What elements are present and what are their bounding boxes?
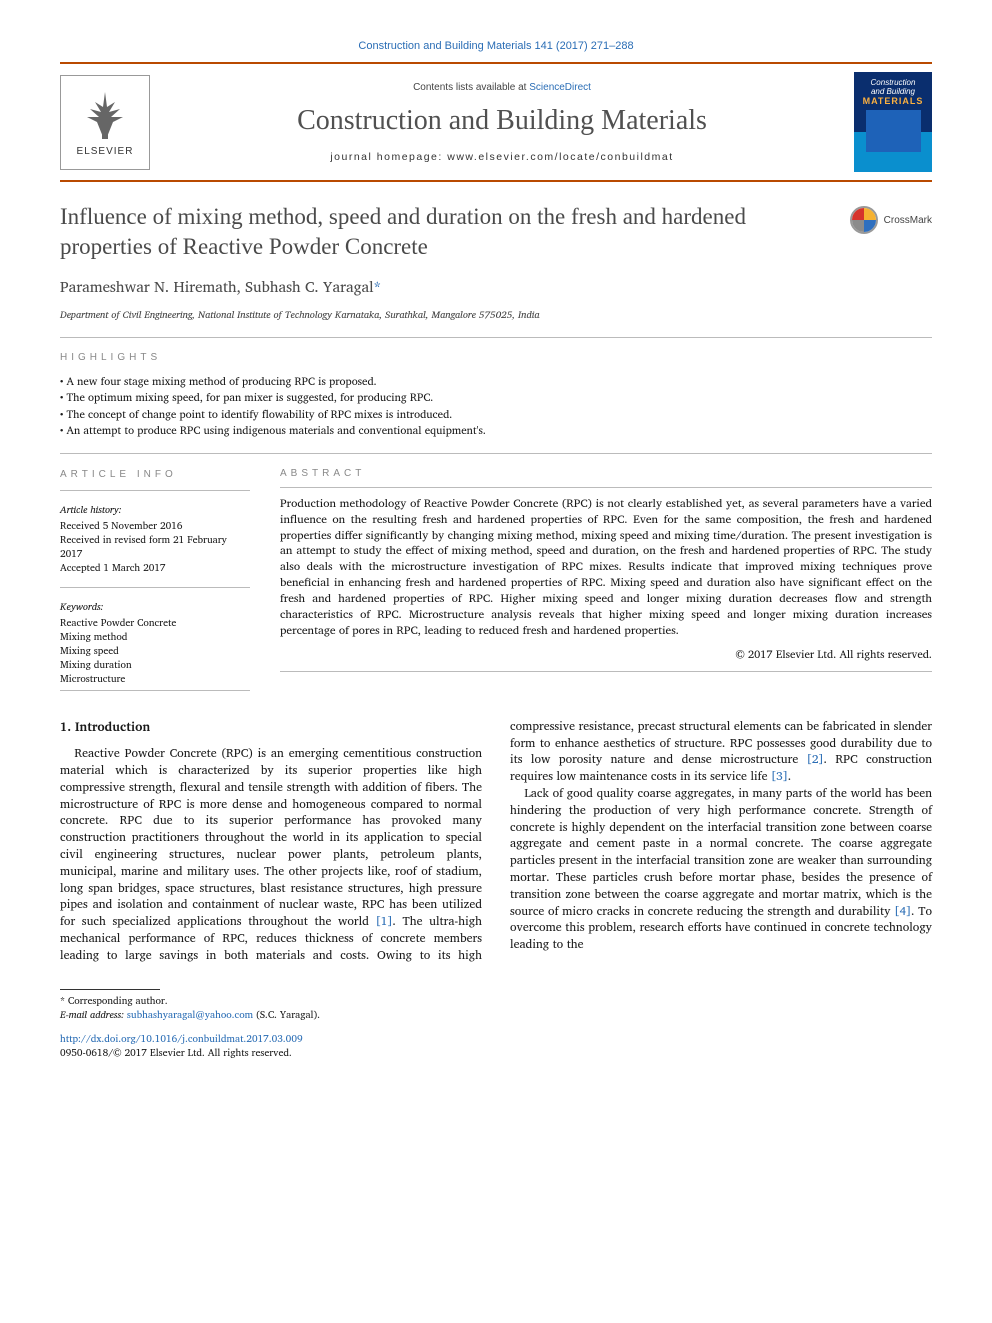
email-label: E-mail address: [60,1007,127,1023]
header-center: Contents lists available at ScienceDirec… [150,70,854,175]
keyword: Reactive Powder Concrete [60,616,250,630]
highlight-item: A new four stage mixing method of produc… [60,373,932,390]
citation-link[interactable]: [2] [807,750,824,769]
highlights-list: A new four stage mixing method of produc… [60,373,932,439]
elsevier-tree-icon [75,87,135,142]
elsevier-name: ELSEVIER [77,146,134,157]
cover-inner-box [866,110,921,152]
highlight-item: The concept of change point to identify … [60,406,932,423]
intro-heading: 1. Introduction [60,719,482,737]
corresponding-marker: * [374,274,382,299]
crossmark-icon [850,206,878,234]
accepted-date: Accepted 1 March 2017 [60,561,250,575]
journal-cover-thumbnail: Construction and Building MATERIALS [854,72,932,172]
highlight-item: The optimum mixing speed, for pan mixer … [60,389,932,406]
info-abstract-row: ARTICLE INFO Article history: Received 5… [60,456,932,691]
keyword: Mixing duration [60,658,250,672]
body-two-column: 1. Introduction Reactive Powder Concrete… [60,719,932,965]
sciencedirect-link[interactable]: ScienceDirect [529,82,591,93]
contents-prefix: Contents lists available at [413,82,529,93]
divider [280,671,932,672]
copyright-line: © 2017 Elsevier Ltd. All rights reserved… [280,645,932,663]
affiliation: Department of Civil Engineering, Nationa… [60,307,932,323]
divider [60,490,250,491]
corresponding-author-note: * Corresponding author. [60,994,932,1008]
revised-date: Received in revised form 21 February 201… [60,533,250,561]
page-footer: * Corresponding author. E-mail address: … [60,989,932,1060]
email-author-paren: (S.C. Yaragal). [253,1007,320,1023]
author-email-link[interactable]: subhashyaragal@yahoo.com [127,1007,253,1023]
homepage-url: www.elsevier.com/locate/conbuildmat [447,151,673,163]
history-heading: Article history: [60,503,250,517]
highlights-heading: HIGHLIGHTS [60,352,932,363]
crossmark-label: CrossMark [884,215,932,226]
body-paragraph: Lack of good quality coarse aggregates, … [510,786,932,954]
cover-line2: and Building [871,87,915,96]
keywords-heading: Keywords: [60,600,250,614]
article-info-column: ARTICLE INFO Article history: Received 5… [60,456,250,691]
journal-reference: Construction and Building Materials 141 … [60,40,932,52]
article-title: Influence of mixing method, speed and du… [60,202,834,262]
keyword: Microstructure [60,672,250,686]
footnote-rule [60,989,160,990]
doi-link[interactable]: http://dx.doi.org/10.1016/j.conbuildmat.… [60,1032,932,1046]
issn-copyright: 0950-0618/© 2017 Elsevier Ltd. All right… [60,1046,932,1060]
journal-header-band: ELSEVIER Contents lists available at Sci… [60,62,932,182]
keyword: Mixing speed [60,644,250,658]
highlight-item: An attempt to produce RPC using indigeno… [60,422,932,439]
cover-line3: MATERIALS [863,96,924,106]
author-names: Parameshwar N. Hiremath, Subhash C. Yara… [60,274,374,299]
divider [280,487,932,488]
authors: Parameshwar N. Hiremath, Subhash C. Yara… [60,274,932,299]
divider [60,587,250,588]
divider [60,690,250,691]
divider [60,453,932,454]
email-line: E-mail address: subhashyaragal@yahoo.com… [60,1008,932,1022]
article-info-heading: ARTICLE INFO [60,468,250,482]
contents-available: Contents lists available at ScienceDirec… [150,82,854,93]
journal-title: Construction and Building Materials [150,105,854,137]
body-text: Lack of good quality coarse aggregates, … [510,784,932,921]
abstract-heading: ABSTRACT [280,468,932,479]
elsevier-logo: ELSEVIER [60,75,150,170]
received-date: Received 5 November 2016 [60,519,250,533]
body-text: Reactive Powder Concrete (RPC) is an eme… [60,744,482,931]
crossmark-badge[interactable]: CrossMark [850,206,932,234]
keyword: Mixing method [60,630,250,644]
cover-line1: Construction [871,78,916,87]
divider [60,337,932,338]
title-row: Influence of mixing method, speed and du… [60,202,932,262]
abstract-text: Production methodology of Reactive Powde… [280,496,932,639]
journal-homepage: journal homepage: www.elsevier.com/locat… [150,151,854,163]
homepage-prefix: journal homepage: [330,151,447,163]
abstract-column: ABSTRACT Production methodology of React… [280,456,932,691]
